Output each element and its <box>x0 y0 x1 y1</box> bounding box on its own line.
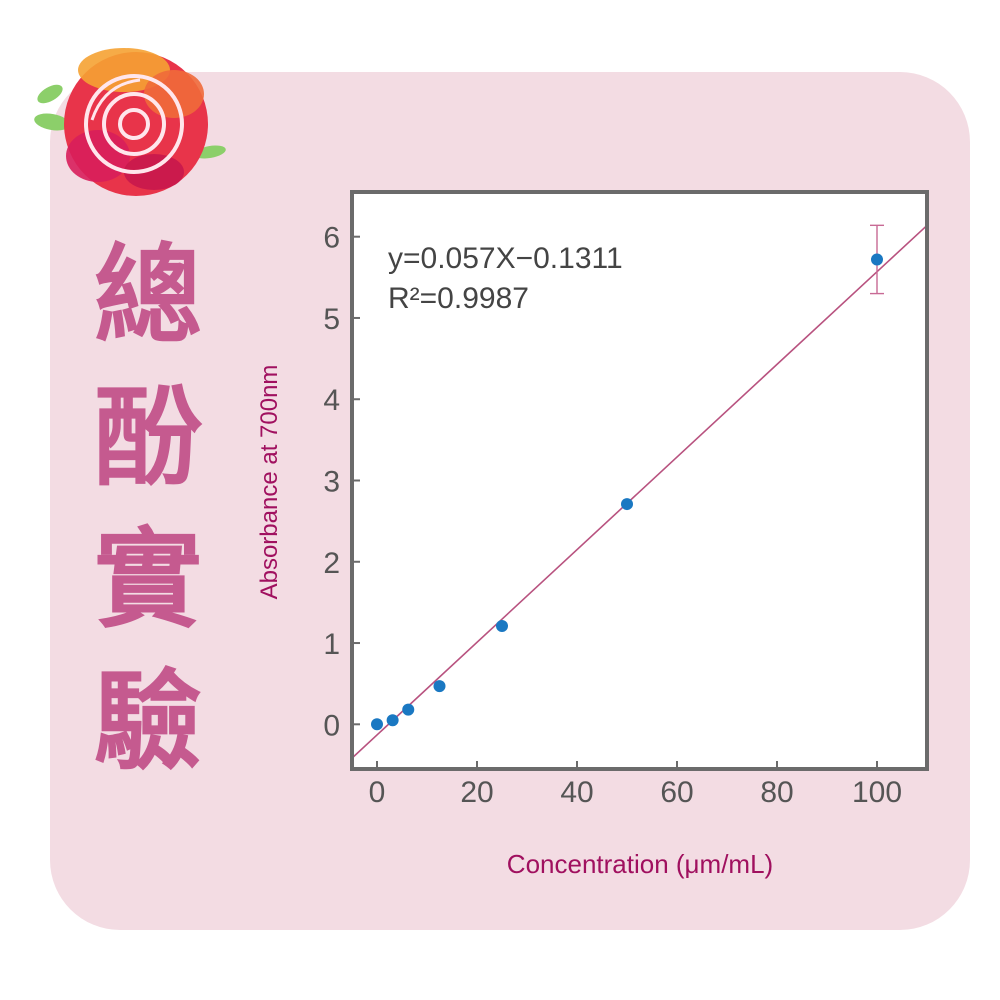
rose-logo <box>34 48 226 196</box>
y-tick-label: 5 <box>323 303 340 336</box>
equation-annotation: R²=0.9987 <box>388 282 529 315</box>
data-point <box>496 619 508 632</box>
y-tick-label: 0 <box>323 709 340 742</box>
y-tick-label: 2 <box>323 547 340 580</box>
title-char: 總 <box>93 234 202 359</box>
x-tick-label: 60 <box>660 776 693 809</box>
vertical-title: 總 酚 實 驗 <box>78 226 218 794</box>
y-tick-label: 4 <box>323 384 340 417</box>
x-tick-label: 40 <box>560 776 593 809</box>
data-point <box>871 253 883 266</box>
title-char: 驗 <box>93 660 202 785</box>
data-point <box>402 703 415 716</box>
data-point <box>621 498 633 511</box>
data-point <box>371 718 383 731</box>
x-tick-label: 0 <box>369 776 386 809</box>
data-point <box>386 714 399 727</box>
y-tick-label: 6 <box>323 222 340 255</box>
data-point <box>433 680 446 693</box>
y-axis-label: Absorbance at 700nm <box>256 365 283 600</box>
equation-annotation: y=0.057X−0.1311 <box>388 242 623 275</box>
plot-area <box>352 192 927 769</box>
title-char: 實 <box>93 518 202 643</box>
y-tick-label: 1 <box>323 628 340 661</box>
fit-line <box>352 224 927 759</box>
x-tick-label: 80 <box>760 776 793 809</box>
title-char: 酚 <box>93 376 202 501</box>
y-tick-label: 3 <box>323 466 340 499</box>
x-tick-label: 20 <box>460 776 493 809</box>
x-axis-label: Concentration (μm/mL) <box>507 849 773 879</box>
x-tick-label: 100 <box>852 776 902 809</box>
